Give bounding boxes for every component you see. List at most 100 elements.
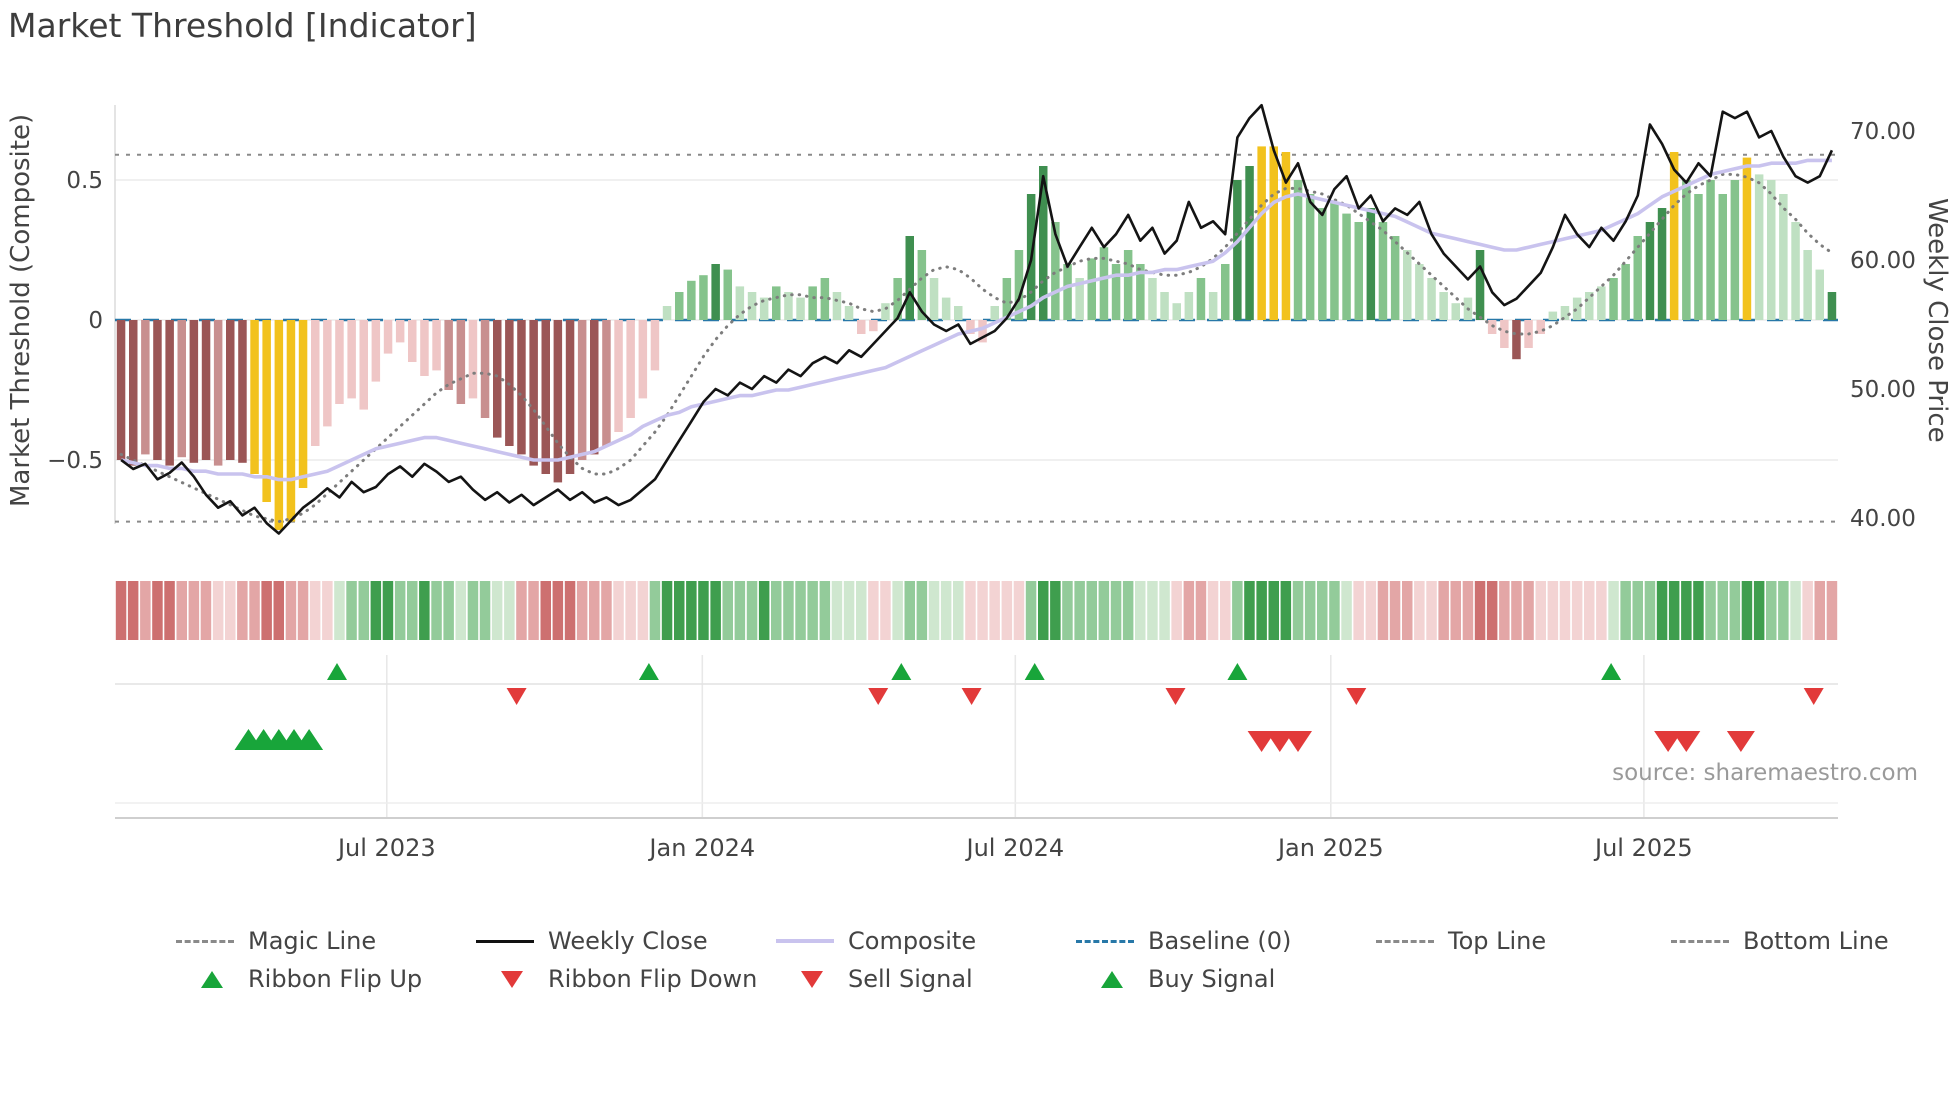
composite-bar xyxy=(1233,180,1242,320)
composite-bar xyxy=(1609,278,1618,320)
legend-item-magic-line[interactable]: Magic Line xyxy=(176,924,376,958)
composite-bar xyxy=(141,320,150,455)
ribbon-cell xyxy=(1183,581,1195,640)
ribbon-cell xyxy=(1632,581,1643,640)
ribbon-cell xyxy=(1038,581,1049,640)
legend-item-weekly-close[interactable]: Weekly Close xyxy=(476,924,708,958)
composite-bar xyxy=(165,320,174,466)
composite-bar xyxy=(723,269,732,320)
composite-bar xyxy=(1318,208,1327,320)
ribbon-cell xyxy=(1790,581,1801,640)
ribbon-cell xyxy=(831,581,843,640)
ribbon-cell xyxy=(431,581,442,640)
composite-bar xyxy=(116,320,126,460)
ribbon-flip-down-marker xyxy=(506,688,527,705)
ribbon-cell xyxy=(746,581,758,640)
ribbon-cell xyxy=(176,581,187,640)
ribbon-cell xyxy=(491,581,503,640)
legend-label: Baseline (0) xyxy=(1148,927,1292,955)
ribbon-cell xyxy=(1426,581,1437,640)
composite-bar xyxy=(1827,292,1837,320)
composite-bar xyxy=(1754,174,1764,320)
composite-bar xyxy=(1378,222,1388,320)
composite-bar xyxy=(444,320,453,390)
ribbon-cell xyxy=(856,581,867,640)
ribbon-cell xyxy=(1414,581,1425,640)
composite-bar xyxy=(577,320,587,460)
ribbon-flip-up-marker xyxy=(1227,663,1248,680)
ribbon-cell xyxy=(904,581,915,640)
ribbon-cell xyxy=(1329,581,1340,640)
ribbon-cell xyxy=(322,581,333,640)
ribbon-flip-down-marker xyxy=(1346,688,1367,705)
right-axis-title: Weekly Close Price xyxy=(1922,197,1952,443)
ribbon-cell xyxy=(868,581,879,640)
dash-gray-swatch xyxy=(1671,939,1729,943)
ribbon-cell xyxy=(1620,581,1631,640)
ribbon-cell xyxy=(601,581,612,640)
composite-bar xyxy=(796,297,805,320)
ribbon-cell xyxy=(613,581,624,640)
composite-bar xyxy=(565,320,575,474)
ribbon-cell xyxy=(1207,581,1219,640)
buy-signal-marker xyxy=(295,729,324,750)
ribbon-cell xyxy=(1171,581,1182,640)
ribbon-cell xyxy=(674,581,685,640)
source-credit: source: sharemaestro.com xyxy=(1612,760,1918,786)
composite-bar xyxy=(274,320,284,530)
ribbon-cell xyxy=(419,581,430,640)
x-axis-tick-label: Jan 2025 xyxy=(1276,834,1384,862)
ribbon-cell xyxy=(1025,581,1037,640)
legend-item-ribbon-flip-down[interactable]: Ribbon Flip Down xyxy=(490,962,757,996)
ribbon-cell xyxy=(1547,581,1559,640)
composite-bar xyxy=(772,286,781,320)
ribbon-cell xyxy=(1304,581,1316,640)
right-axis-tick-label: 50.00 xyxy=(1850,377,1916,403)
right-axis-tick-label: 60.00 xyxy=(1850,248,1916,274)
composite-bar xyxy=(1305,194,1315,320)
ribbon-cell xyxy=(576,581,588,640)
legend-item-ribbon-flip-up[interactable]: Ribbon Flip Up xyxy=(190,962,422,996)
solid-purple-swatch xyxy=(776,939,834,943)
legend-item-sell-signal[interactable]: Sell Signal xyxy=(790,962,973,996)
composite-bar xyxy=(201,320,211,460)
composite-bar xyxy=(1245,166,1254,320)
ribbon-cell xyxy=(1596,581,1607,640)
ribbon-cell xyxy=(1644,581,1656,640)
ribbon-cell xyxy=(1365,581,1377,640)
ribbon-cell xyxy=(249,581,260,640)
composite-bar xyxy=(1257,146,1266,320)
composite-bar xyxy=(1597,286,1606,320)
ribbon-cell xyxy=(698,581,709,640)
ribbon-cell xyxy=(1135,581,1146,640)
ribbon-cell xyxy=(127,581,139,640)
composite-bar xyxy=(1669,152,1679,320)
composite-bar xyxy=(784,292,793,320)
ribbon-cell xyxy=(1608,581,1619,640)
composite-bar xyxy=(1548,311,1558,320)
legend-item-baseline-0[interactable]: Baseline (0) xyxy=(1076,924,1291,958)
composite-bar xyxy=(1196,278,1206,320)
ribbon-cell xyxy=(370,581,382,640)
ribbon-flip-up-marker xyxy=(1024,663,1045,680)
composite-bar xyxy=(699,275,708,320)
composite-bar xyxy=(1221,264,1230,320)
composite-bar xyxy=(869,320,878,332)
ribbon-cell xyxy=(1013,581,1025,640)
ribbon-cell xyxy=(346,581,357,640)
ribbon-cell xyxy=(1802,581,1813,640)
legend-item-buy-signal[interactable]: Buy Signal xyxy=(1090,962,1275,996)
composite-bar xyxy=(1075,278,1084,320)
triangle-up-icon xyxy=(1090,970,1134,988)
composite-bar xyxy=(941,297,951,320)
ribbon-cell xyxy=(710,581,721,640)
legend-item-composite[interactable]: Composite xyxy=(776,924,976,958)
ribbon-cell xyxy=(1778,581,1789,640)
ribbon-cell xyxy=(237,581,248,640)
ribbon-cell xyxy=(1705,581,1716,640)
composite-bar xyxy=(541,320,550,474)
composite-bar xyxy=(1330,202,1339,320)
ribbon-cell xyxy=(1050,581,1061,640)
legend-item-bottom-line[interactable]: Bottom Line xyxy=(1671,924,1889,958)
legend-item-top-line[interactable]: Top Line xyxy=(1376,924,1546,958)
